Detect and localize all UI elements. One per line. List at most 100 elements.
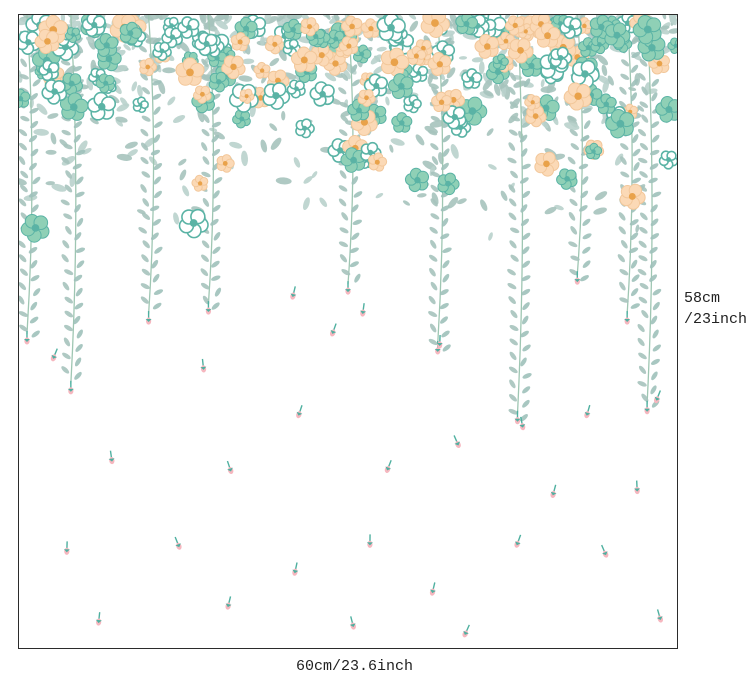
flower-icon [404, 167, 430, 193]
flower-icon [387, 73, 414, 100]
bud-icon [296, 405, 303, 419]
flower-icon [556, 168, 578, 190]
flower-icon [667, 37, 677, 54]
flower-icon [403, 94, 422, 114]
bud-icon [23, 331, 30, 345]
flower-icon [427, 52, 452, 77]
flower-icon [380, 47, 410, 77]
bud-icon [519, 416, 526, 431]
flower-icon [391, 112, 413, 133]
width-dimension-label: 60cm/23.6inch [296, 658, 414, 675]
bud-icon [624, 311, 631, 325]
flower-icon [507, 38, 534, 64]
flower-icon [406, 45, 427, 66]
flower-icon [605, 108, 635, 139]
flower-cluster [19, 15, 677, 422]
flower-icon [38, 59, 60, 82]
flower-icon [20, 213, 50, 243]
flower-icon [253, 61, 271, 79]
flower-icon [139, 57, 158, 77]
flower-icon [309, 81, 335, 107]
flower-icon [655, 96, 677, 123]
flower-icon [175, 57, 205, 86]
flower-icon [95, 73, 115, 94]
flower-icon [305, 26, 326, 46]
flower-icon [81, 15, 106, 38]
bud-icon [453, 435, 461, 449]
flower-icon [442, 105, 467, 130]
flower-icon [461, 68, 483, 89]
flower-icon [239, 88, 255, 104]
bud-icon [601, 544, 609, 558]
flower-icon [360, 18, 381, 39]
flower-icon [295, 118, 315, 139]
bud-icon [656, 609, 664, 623]
bud-icon [366, 534, 373, 548]
bud-icon [349, 616, 356, 630]
flower-icon [34, 28, 60, 55]
bud-icon [360, 303, 367, 317]
bud-icon [108, 450, 115, 465]
height-dimension-label: 58cm /23inch [684, 288, 747, 330]
bud-icon [174, 536, 182, 550]
flower-icon [504, 15, 525, 36]
bud-icon [145, 311, 152, 325]
flower-icon [290, 46, 318, 73]
flower-icon [559, 16, 583, 40]
flower-icon [455, 15, 479, 35]
bud-icon [574, 271, 581, 285]
flower-icon [191, 174, 209, 192]
bud-icon [345, 281, 351, 295]
flower-icon [658, 150, 677, 170]
decal-artwork-frame [18, 14, 678, 649]
flower-icon [357, 89, 376, 108]
flower-icon [590, 35, 610, 55]
flower-icon [262, 82, 291, 110]
flower-icon [340, 15, 363, 38]
flower-icon [431, 91, 452, 113]
flower-icon [208, 71, 230, 93]
bud-icon [95, 612, 102, 626]
flower-icon [41, 79, 68, 105]
flower-icon [563, 82, 592, 111]
flower-icon [474, 33, 500, 59]
bud-icon [205, 301, 212, 315]
flower-icon [420, 15, 450, 38]
flower-icon [585, 142, 603, 160]
flower-icon [368, 152, 388, 172]
flower-icon [19, 30, 41, 56]
flower-icon [132, 96, 149, 114]
flower-icon [194, 31, 219, 57]
bud-icon [50, 348, 58, 362]
bud-icon [63, 541, 70, 555]
flower-icon [338, 36, 359, 57]
bud-icon [462, 624, 470, 638]
flower-icon [340, 147, 366, 173]
flower-icon [192, 85, 212, 104]
flower-icon [437, 172, 460, 196]
flower-icon [300, 17, 320, 37]
bud-icon [384, 459, 392, 473]
flower-icon [59, 92, 89, 121]
flower-icon [524, 93, 541, 111]
flower-icon [286, 79, 306, 99]
flower-icon [216, 154, 235, 173]
bud-icon [292, 562, 299, 576]
flower-icon [352, 44, 372, 64]
flower-icon [534, 22, 561, 48]
height-dimension-cm: 58cm [684, 290, 721, 307]
flower-icon [619, 183, 646, 210]
bud-icon [436, 334, 443, 349]
flower-icon [376, 15, 406, 42]
flower-icon [119, 21, 142, 45]
bud-icon [653, 390, 662, 404]
bud-icon [200, 358, 207, 373]
bud-icon [329, 323, 337, 337]
bud-icon [226, 460, 234, 475]
flower-icon [221, 55, 246, 80]
bud-icon [225, 596, 232, 610]
flower-icon [19, 88, 31, 109]
flower-icon [230, 32, 251, 52]
flower-icon [86, 91, 117, 121]
flower-icon [492, 53, 509, 71]
